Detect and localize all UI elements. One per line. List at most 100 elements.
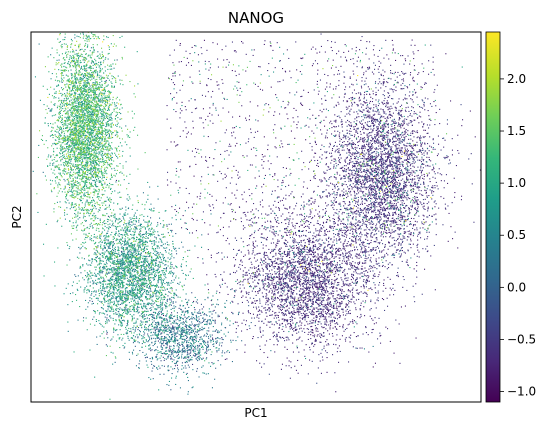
cell-point (235, 259, 237, 261)
cell-point (344, 160, 346, 162)
cell-point (272, 285, 274, 287)
cell-point (314, 285, 316, 287)
cell-point (304, 319, 306, 321)
cell-point (278, 283, 280, 285)
cell-point (289, 261, 291, 263)
cell-point (379, 121, 381, 123)
cell-point (310, 258, 312, 260)
cell-point (413, 53, 415, 55)
cell-point (181, 110, 183, 112)
cell-point (335, 104, 337, 106)
cell-point (306, 303, 308, 305)
cell-point (427, 250, 429, 252)
cell-point (312, 293, 314, 295)
cell-point (373, 119, 375, 121)
cell-point (395, 186, 397, 188)
cell-point (235, 331, 237, 333)
cell-point (262, 167, 264, 169)
cell-point (408, 145, 410, 147)
cell-point (212, 204, 214, 206)
cell-point (389, 340, 391, 342)
cell-point (347, 241, 349, 243)
cell-point (332, 207, 334, 209)
cell-point (347, 107, 349, 109)
cell-point (305, 304, 307, 306)
cell-point (350, 279, 352, 281)
cell-point (314, 235, 316, 237)
cell-point (190, 359, 192, 361)
cell-point (328, 259, 330, 261)
cell-point (355, 79, 357, 81)
cell-point (308, 331, 310, 333)
cell-point (353, 165, 355, 167)
cell-point (286, 336, 288, 338)
cell-point (352, 164, 354, 166)
cell-point (277, 276, 279, 278)
cell-point (326, 299, 328, 301)
cell-point (304, 274, 306, 276)
cell-point (370, 146, 372, 148)
cell-point (388, 172, 390, 174)
cell-point (305, 225, 307, 227)
cell-point (277, 239, 279, 241)
cell-point (322, 359, 324, 361)
cell-point (229, 143, 231, 145)
cell-point (382, 207, 384, 209)
cell-point (278, 327, 280, 329)
cell-point (437, 135, 439, 137)
cell-point (258, 175, 260, 177)
cell-point (179, 207, 181, 209)
cell-point (423, 215, 425, 217)
cell-point (249, 101, 251, 103)
cell-point (412, 225, 414, 227)
cell-point (344, 274, 346, 276)
cell-point (258, 279, 260, 281)
cell-point (413, 171, 415, 173)
cell-point (293, 259, 295, 261)
cell-point (324, 125, 326, 127)
cell-point (339, 162, 341, 164)
cell-point (411, 174, 413, 176)
cell-point (282, 262, 284, 264)
cell-point (179, 187, 181, 189)
cell-point (272, 129, 274, 131)
cell-point (424, 143, 426, 145)
cell-point (313, 313, 315, 315)
cell-point (285, 269, 287, 271)
cell-point (256, 300, 258, 302)
cell-point (318, 115, 320, 117)
cell-point (372, 163, 374, 165)
cell-point (320, 129, 322, 131)
cell-point (286, 309, 288, 311)
cell-point (403, 195, 405, 197)
cell-point (325, 255, 327, 257)
cell-point (402, 191, 404, 193)
cell-point (351, 102, 353, 104)
cell-point (344, 260, 346, 262)
cell-point (270, 86, 272, 88)
cell-point (313, 241, 315, 243)
cell-point (301, 258, 303, 260)
cell-point (403, 231, 405, 233)
cell-point (307, 91, 309, 93)
cell-point (377, 186, 379, 188)
cell-point (350, 254, 352, 256)
cell-point (306, 314, 308, 316)
cell-point (244, 278, 246, 280)
cell-point (297, 275, 299, 277)
cell-point (408, 181, 410, 183)
cell-point (274, 277, 276, 279)
cell-point (335, 201, 337, 203)
cell-point (330, 314, 332, 316)
cell-point (380, 207, 382, 209)
cell-point (363, 161, 365, 163)
cell-point (308, 239, 310, 241)
cell-point (263, 43, 265, 45)
cell-point (336, 171, 338, 173)
cell-point (386, 131, 388, 133)
cell-point (396, 249, 398, 251)
cell-point (405, 159, 407, 161)
cell-point (282, 279, 284, 281)
cell-point (257, 130, 259, 132)
cell-point (209, 112, 211, 114)
